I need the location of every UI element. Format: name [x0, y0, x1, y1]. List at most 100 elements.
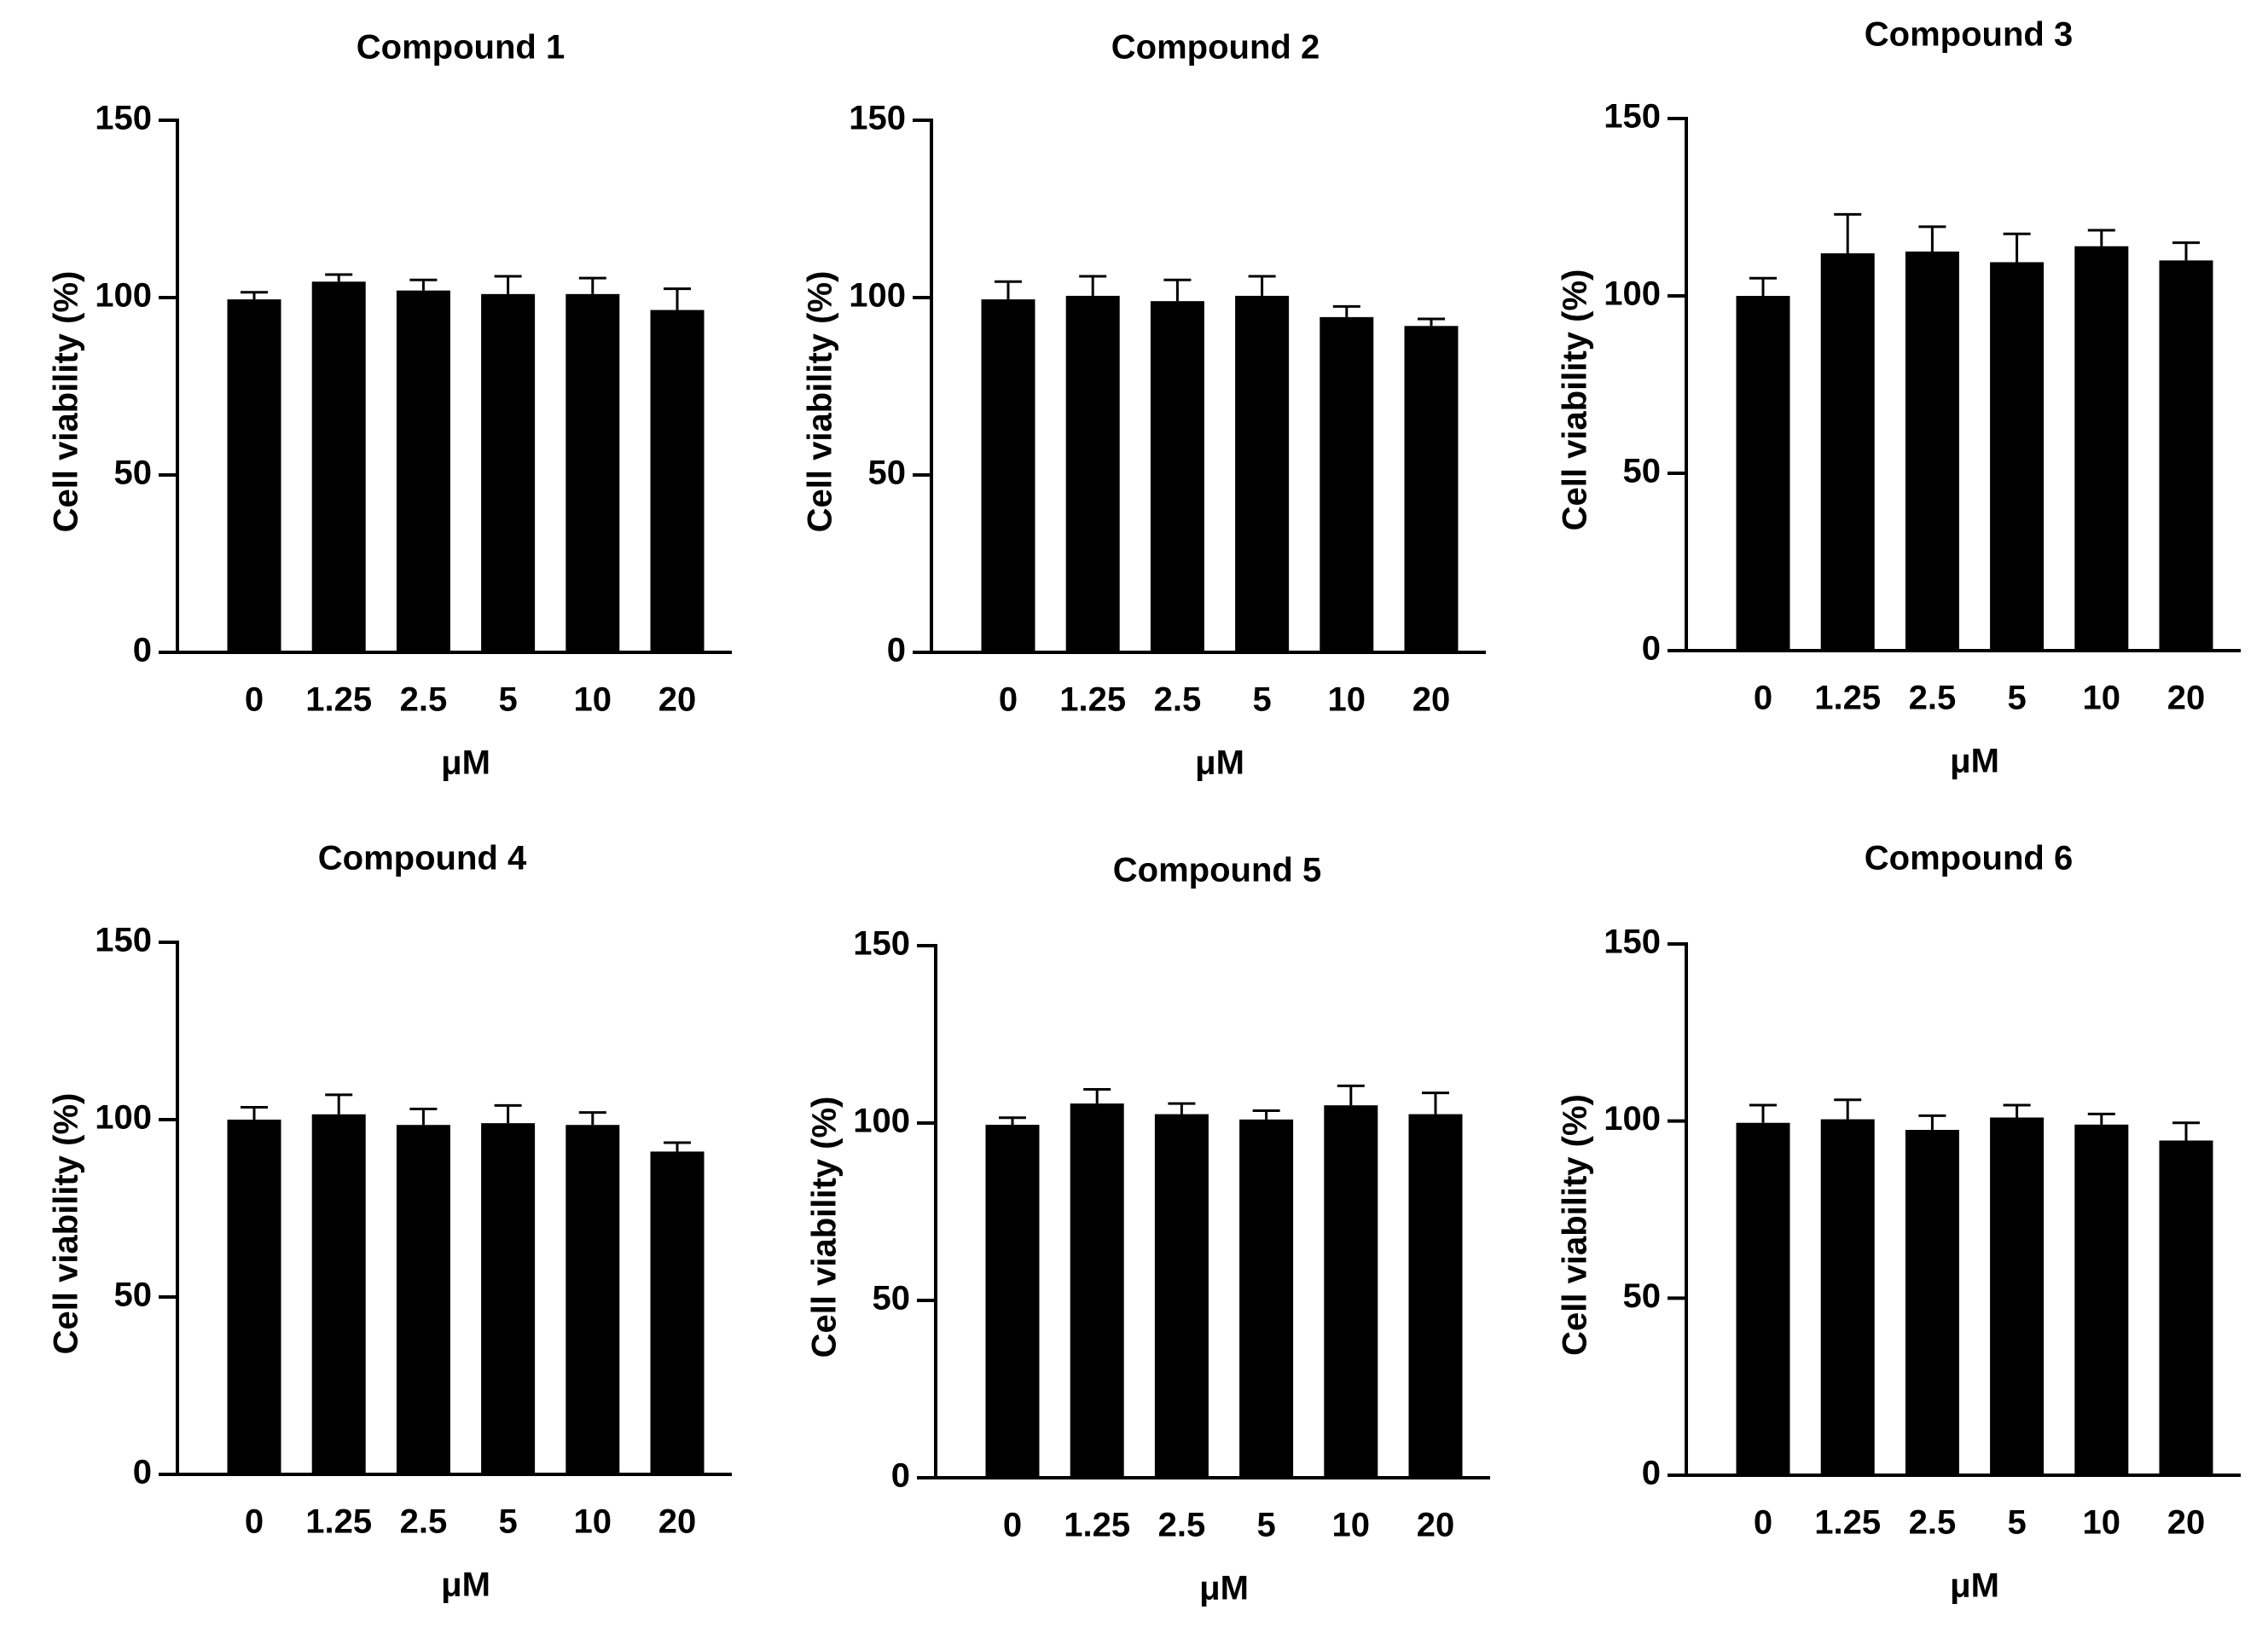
y-tick-label: 0 — [891, 1457, 910, 1495]
x-axis-label: μM — [441, 744, 490, 782]
x-tick-label: 1.25 — [1814, 1504, 1881, 1542]
y-tick-label: 100 — [849, 277, 906, 315]
bar — [981, 299, 1035, 652]
x-tick-label: 20 — [1412, 681, 1451, 719]
chart-title: Compound 1 — [357, 29, 565, 67]
bar — [1990, 262, 2045, 651]
y-axis-label: Cell viability (%) — [802, 271, 839, 533]
bar — [1150, 301, 1204, 652]
y-tick-label: 0 — [1642, 630, 1661, 668]
chart-panel-5: Compound 5 0 50 100 150 0 1.25 2.5 5 10 20 μM Cell v… — [806, 852, 1490, 1607]
bar — [2074, 246, 2129, 651]
bar — [1408, 1114, 1463, 1478]
x-tick-label: 2.5 — [1909, 680, 1957, 717]
y-tick-label: 100 — [95, 277, 152, 315]
y-tick-label: 150 — [95, 922, 152, 959]
x-tick-label: 10 — [574, 1503, 612, 1541]
x-tick-label: 1.25 — [1814, 680, 1881, 717]
y-tick-label: 0 — [1642, 1455, 1661, 1492]
x-tick-label: 5 — [498, 1503, 517, 1541]
bar — [1736, 296, 1790, 651]
x-tick-label: 1.25 — [1059, 681, 1126, 719]
x-tick-label: 0 — [999, 681, 1018, 719]
x-tick-label: 5 — [2007, 680, 2026, 717]
x-axis-label: μM — [1195, 744, 1244, 782]
bar — [227, 1120, 281, 1474]
x-tick-label: 5 — [2007, 1504, 2026, 1542]
bar — [1154, 1114, 1209, 1478]
chart-title: Compound 3 — [1865, 16, 2073, 54]
x-tick-label: 1.25 — [305, 681, 372, 719]
y-axis-label: Cell viability (%) — [48, 1093, 85, 1355]
x-tick-label: 10 — [1328, 681, 1366, 719]
x-tick-label: 5 — [1252, 681, 1271, 719]
bar — [396, 290, 450, 652]
bar — [985, 1125, 1040, 1478]
y-tick-label: 50 — [1623, 453, 1662, 490]
bar — [311, 1114, 366, 1474]
y-tick-label: 150 — [853, 925, 910, 963]
chart-panel-4: Compound 4 0 50 100 150 0 1.25 2.5 5 10 20 μM Cell v… — [48, 840, 732, 1604]
y-axis-label: Cell viability (%) — [1557, 269, 1594, 531]
x-tick-label: 20 — [2167, 1504, 2206, 1542]
bar — [481, 1123, 536, 1474]
x-tick-label: 2.5 — [400, 1503, 448, 1541]
bar — [1736, 1122, 1790, 1475]
x-tick-label: 20 — [658, 1503, 697, 1541]
y-tick-label: 50 — [114, 455, 153, 492]
bar — [481, 293, 536, 652]
y-tick-label: 150 — [849, 100, 906, 137]
x-tick-label: 0 — [1754, 1504, 1772, 1542]
y-axis-label: Cell viability (%) — [806, 1097, 844, 1358]
bar — [1070, 1103, 1124, 1478]
chart-panel-3: Compound 3 0 50 100 150 0 1.25 2.5 5 10 20 μM Cell v… — [1557, 16, 2241, 780]
bar — [1235, 295, 1290, 652]
bar — [1320, 316, 1374, 652]
x-tick-label: 0 — [245, 1503, 264, 1541]
chart-title: Compound 2 — [1111, 29, 1320, 67]
bar — [227, 299, 281, 652]
y-tick-label: 150 — [95, 100, 152, 137]
bar — [1820, 253, 1875, 651]
y-tick-label: 50 — [114, 1277, 153, 1314]
y-tick-label: 50 — [868, 455, 907, 492]
x-tick-label: 20 — [1417, 1507, 1455, 1544]
y-tick-label: 0 — [133, 1454, 152, 1491]
y-tick-label: 0 — [133, 632, 152, 669]
x-axis-label: μM — [1950, 1567, 1999, 1605]
bar — [1324, 1105, 1378, 1478]
y-axis-label: Cell viability (%) — [48, 271, 85, 533]
x-tick-label: 2.5 — [400, 681, 448, 719]
x-tick-label: 2.5 — [1154, 681, 1202, 719]
x-axis-label: μM — [1199, 1570, 1249, 1607]
y-tick-label: 150 — [1604, 98, 1661, 136]
x-tick-label: 10 — [574, 681, 612, 719]
y-tick-label: 50 — [873, 1280, 911, 1317]
x-tick-label: 5 — [1256, 1507, 1275, 1544]
bar — [566, 293, 620, 652]
x-tick-label: 20 — [658, 681, 697, 719]
y-tick-label: 150 — [1604, 924, 1661, 961]
x-axis-label: μM — [1950, 743, 1999, 780]
chart-title: Compound 6 — [1865, 840, 2073, 877]
bar — [2074, 1124, 2129, 1475]
bar — [311, 281, 366, 652]
bar — [1905, 1130, 1959, 1475]
bar — [566, 1125, 620, 1474]
y-tick-label: 100 — [95, 1099, 152, 1137]
bar — [2159, 260, 2213, 651]
y-tick-label: 100 — [1604, 1100, 1661, 1138]
y-tick-label: 100 — [853, 1103, 910, 1140]
bar — [1239, 1119, 1294, 1478]
x-tick-label: 0 — [245, 681, 264, 719]
x-tick-label: 1.25 — [305, 1503, 372, 1541]
x-tick-label: 0 — [1754, 680, 1772, 717]
x-tick-label: 2.5 — [1158, 1507, 1206, 1544]
bar — [1905, 252, 1959, 651]
bar — [650, 1151, 705, 1474]
bar — [650, 310, 705, 652]
bar — [2159, 1140, 2213, 1475]
bar — [1820, 1119, 1875, 1475]
chart-title: Compound 4 — [318, 840, 527, 877]
x-tick-label: 10 — [1332, 1507, 1371, 1544]
